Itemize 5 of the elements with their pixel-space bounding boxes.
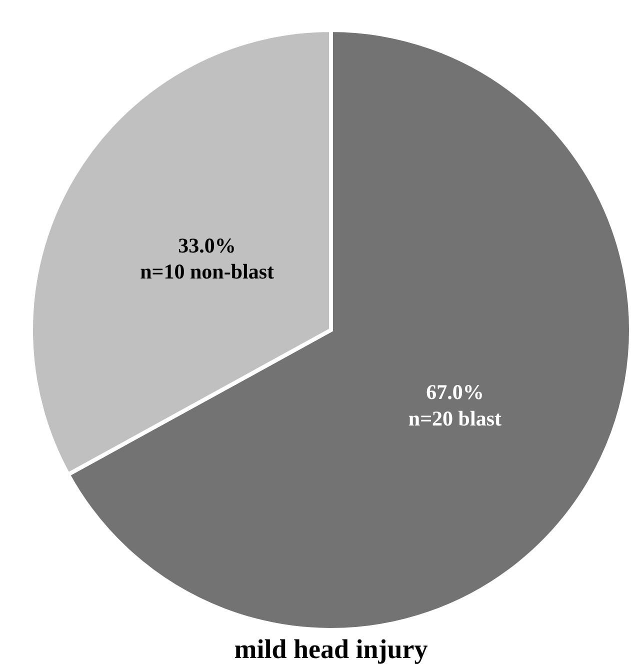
slice-label: n=20 blast	[408, 406, 502, 430]
text: mild head injury	[234, 634, 428, 664]
data-label: 67.0%	[426, 380, 484, 404]
slice-label: n=10 non-blast	[140, 260, 274, 284]
data-label: 33.0%	[178, 234, 236, 258]
